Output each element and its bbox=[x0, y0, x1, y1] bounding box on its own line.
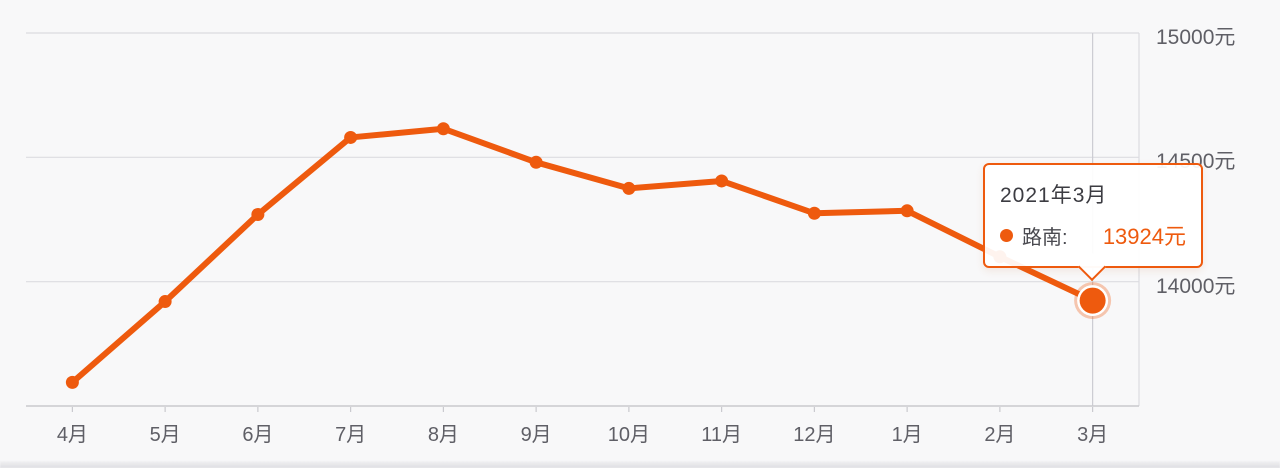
x-axis-label-10月: 10月 bbox=[607, 424, 650, 446]
data-point-11月[interactable] bbox=[715, 174, 729, 188]
data-point-1月[interactable] bbox=[900, 204, 914, 218]
highlighted-point-group bbox=[1074, 282, 1112, 320]
page-edge-strip bbox=[0, 461, 1280, 468]
x-axis-label-8月: 8月 bbox=[427, 424, 459, 446]
data-point-4月[interactable] bbox=[65, 375, 79, 389]
axes bbox=[26, 33, 1140, 412]
x-axis-label-1月: 1月 bbox=[891, 424, 923, 446]
series-line-group bbox=[69, 125, 1096, 386]
data-point-5月[interactable] bbox=[158, 295, 172, 309]
x-axis-label-6月: 6月 bbox=[242, 424, 274, 446]
x-axis-label-9月: 9月 bbox=[520, 424, 552, 446]
tooltip: 2021年3月 路南: 13924元 bbox=[983, 163, 1203, 282]
x-axis-label-11月: 11月 bbox=[701, 424, 742, 446]
y-axis-label-15000: 15000元 bbox=[1156, 26, 1236, 49]
tooltip-series-name: 路南: bbox=[1022, 226, 1068, 249]
x-axis-label-2月: 2月 bbox=[984, 424, 1016, 446]
tooltip-series-value: 13924元 bbox=[1102, 224, 1186, 249]
x-axis-label-7月: 7月 bbox=[335, 424, 367, 446]
data-point-10月[interactable] bbox=[622, 181, 636, 195]
tooltip-series-row: 路南: 13924元 bbox=[1000, 219, 1186, 251]
data-point-7月[interactable] bbox=[344, 130, 358, 144]
data-point-12月[interactable] bbox=[807, 206, 821, 220]
data-point-9月[interactable] bbox=[529, 155, 543, 169]
gridlines bbox=[26, 32, 1139, 283]
x-axis-label-5月: 5月 bbox=[149, 424, 181, 446]
tooltip-title: 2021年3月 bbox=[1000, 184, 1108, 207]
series-marker-dot-icon bbox=[1000, 228, 1013, 242]
x-axis-label-3月: 3月 bbox=[1077, 424, 1109, 446]
highlighted-point-3月[interactable] bbox=[1079, 287, 1106, 314]
x-axis-label-4月: 4月 bbox=[56, 424, 88, 446]
series-points-group bbox=[65, 122, 1100, 389]
x-axis-label-12月: 12月 bbox=[793, 424, 836, 446]
y-axis-label-14000: 14000元 bbox=[1156, 274, 1236, 298]
data-point-6月[interactable] bbox=[251, 208, 265, 222]
series-line-路南 bbox=[69, 125, 1096, 386]
data-point-8月[interactable] bbox=[436, 122, 450, 136]
